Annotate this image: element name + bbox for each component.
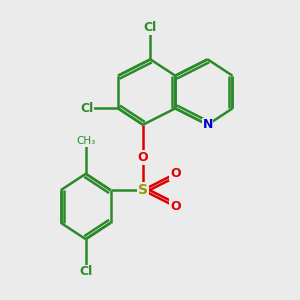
Text: O: O — [170, 167, 181, 180]
Text: CH₃: CH₃ — [76, 136, 95, 146]
Text: S: S — [138, 183, 148, 197]
Text: O: O — [170, 200, 181, 213]
Text: N: N — [202, 118, 213, 131]
Text: Cl: Cl — [144, 21, 157, 34]
Text: Cl: Cl — [79, 266, 92, 278]
Text: O: O — [138, 151, 148, 164]
Text: Cl: Cl — [80, 102, 94, 115]
